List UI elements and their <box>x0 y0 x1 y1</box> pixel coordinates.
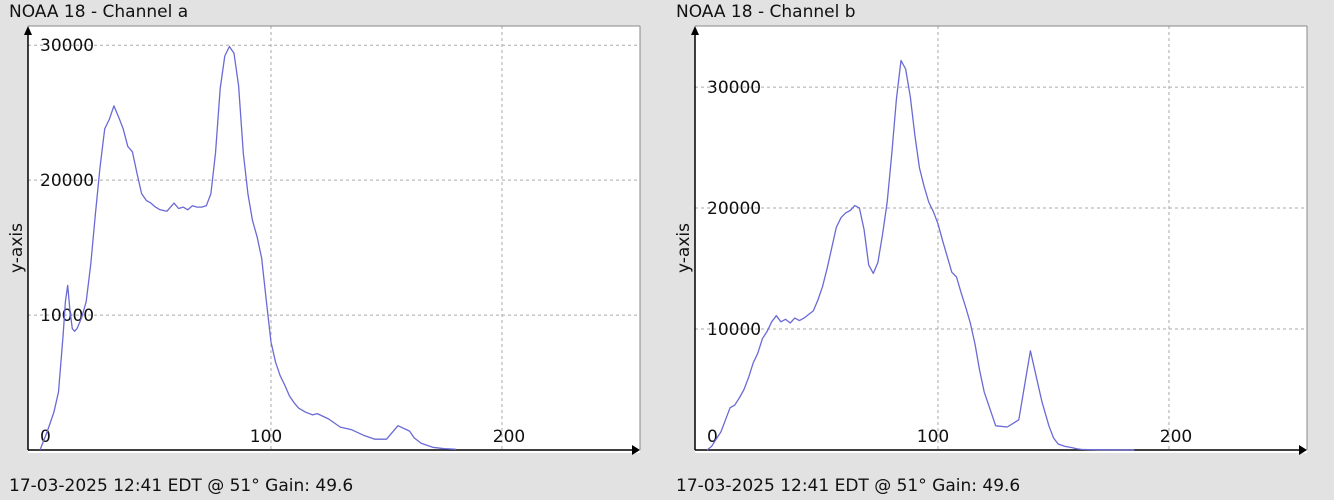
chart-title: NOAA 18 - Channel b <box>676 2 856 22</box>
chart-plot: 0 100 200 10000 20000 30000 y-axis <box>674 25 1308 455</box>
x-tick-label: 200 <box>1160 427 1192 447</box>
y-axis-arrow <box>691 26 699 35</box>
x-axis-arrow <box>632 445 640 455</box>
y-tick-label: 10000 <box>40 306 94 326</box>
y-axis-title: y-axis <box>7 223 27 273</box>
x-tick-label: 100 <box>917 427 949 447</box>
y-axis-title: y-axis <box>674 223 694 273</box>
x-tick-label: 0 <box>707 427 718 447</box>
plot-area <box>28 26 640 453</box>
y-tick-label: 30000 <box>40 36 94 56</box>
chart-footer: 17-03-2025 12:41 EDT @ 51° Gain: 49.6 <box>9 476 354 496</box>
y-tick-label: 30000 <box>707 78 761 98</box>
chart-title: NOAA 18 - Channel a <box>9 2 189 22</box>
x-tick-label: 100 <box>250 427 282 447</box>
x-axis-arrow <box>1299 445 1307 455</box>
chart-panel-a: NOAA 18 - Channel a 0 100 200 10000 20000 300… <box>7 2 641 496</box>
chart-panel-b: NOAA 18 - Channel b 0 100 200 10000 20000 300… <box>667 0 1334 500</box>
chart-footer: 17-03-2025 12:41 EDT @ 51° Gain: 49.6 <box>676 476 1021 496</box>
y-tick-label: 20000 <box>40 171 94 191</box>
y-tick-label: 20000 <box>707 199 761 219</box>
series-line <box>706 59 1135 451</box>
series-line <box>39 45 456 451</box>
x-tick-label: 200 <box>493 427 525 447</box>
y-tick-label: 10000 <box>707 320 761 340</box>
plot-area <box>695 26 1307 453</box>
y-axis-arrow <box>24 26 32 35</box>
